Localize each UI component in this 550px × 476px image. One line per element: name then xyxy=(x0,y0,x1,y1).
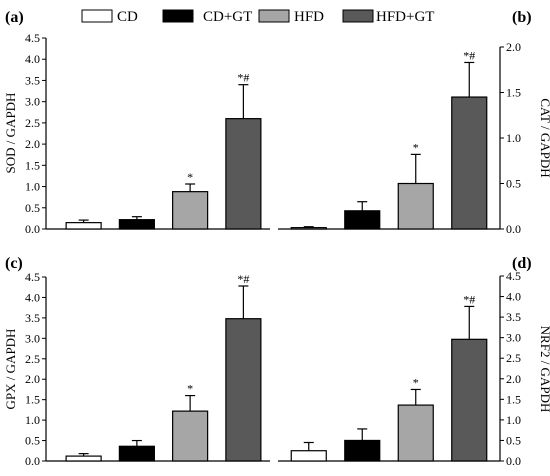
significance-label: * xyxy=(413,375,419,389)
y-tick-label: 0.0 xyxy=(25,454,40,468)
legend: CD CD+GT HFD HFD+GT xyxy=(81,9,434,25)
y-tick-label: 0.5 xyxy=(25,434,40,448)
y-tick-label: 1.5 xyxy=(25,393,40,407)
panel: (a) SOD / GAPDH 0.0 0.5 1.0 1.5 2.0 2.5 3.0 3.5 4.… xyxy=(3,9,270,236)
bar xyxy=(225,118,262,230)
bar xyxy=(172,410,209,462)
y-tick-label: 4.5 xyxy=(25,31,40,45)
y-tick-label: 4.0 xyxy=(25,290,40,304)
bar xyxy=(290,227,327,230)
legend-swatch xyxy=(162,9,194,23)
y-tick-label: 2.5 xyxy=(25,116,40,130)
bar xyxy=(344,210,381,230)
legend-label: CD+GT xyxy=(203,9,252,25)
y-tick-label: 1.0 xyxy=(506,413,521,427)
y-tick-label: 3.5 xyxy=(25,73,40,87)
y-tick-label: 2.0 xyxy=(25,137,40,151)
y-tick-label: 1.5 xyxy=(506,86,521,100)
significance-label: * xyxy=(413,140,419,154)
y-tick-label: 1.0 xyxy=(506,131,521,145)
y-tick-label: 0.0 xyxy=(506,454,521,468)
bar xyxy=(65,222,102,230)
legend-swatch xyxy=(342,9,374,23)
bar xyxy=(172,191,209,230)
y-tick-label: 2.5 xyxy=(25,352,40,366)
y-tick-label: 3.0 xyxy=(506,331,521,345)
bar xyxy=(118,445,155,462)
y-axis-label: GPX / GAPDH xyxy=(3,329,18,410)
y-tick-label: 0.5 xyxy=(506,433,521,447)
bar xyxy=(451,96,488,230)
y-tick-label: 2.0 xyxy=(506,372,521,386)
y-tick-label: 4.5 xyxy=(506,269,521,283)
significance-label: *# xyxy=(463,48,475,62)
panel: (b) CAT / GAPDH 0.0 0.5 1.0 1.5 2.0 * *# xyxy=(278,9,550,236)
bar xyxy=(397,404,434,462)
y-tick-label: 3.5 xyxy=(506,310,521,324)
y-tick-label: 4.0 xyxy=(506,290,521,304)
y-tick-label: 2.5 xyxy=(506,351,521,365)
bar xyxy=(225,318,262,462)
y-tick-label: 1.5 xyxy=(506,392,521,406)
panel: (d) NRF2 / GAPDH 0.0 0.5 1.0 1.5 2.0 2.5 3.0 3.5 4… xyxy=(278,255,550,468)
y-tick-label: 0.5 xyxy=(25,201,40,215)
significance-label: * xyxy=(187,382,193,396)
y-tick-label: 3.0 xyxy=(25,95,40,109)
y-tick-label: 1.0 xyxy=(25,180,40,194)
y-tick-label: 4.5 xyxy=(25,270,40,284)
y-tick-label: 0.5 xyxy=(506,177,521,191)
panels: (a) SOD / GAPDH 0.0 0.5 1.0 1.5 2.0 2.5 3.0 3.5 4.… xyxy=(3,9,550,468)
y-tick-label: 3.5 xyxy=(25,311,40,325)
y-tick-label: 2.0 xyxy=(506,40,521,54)
y-tick-label: 1.0 xyxy=(25,413,40,427)
y-axis-label: NRF2 / GAPDH xyxy=(538,326,550,413)
bar xyxy=(65,455,102,462)
significance-label: * xyxy=(187,170,193,184)
y-tick-label: 4.0 xyxy=(25,52,40,66)
legend-swatch xyxy=(81,9,113,23)
y-tick-label: 1.5 xyxy=(25,158,40,172)
significance-label: *# xyxy=(237,272,249,286)
panel-label: (c) xyxy=(5,255,23,272)
y-tick-label: 2.0 xyxy=(25,372,40,386)
legend-label: HFD+GT xyxy=(376,9,434,25)
panel-label: (a) xyxy=(5,9,24,26)
panel-label: (d) xyxy=(512,255,532,272)
panel-label: (b) xyxy=(512,9,532,26)
legend-swatch xyxy=(258,9,290,23)
panel: (c) GPX / GAPDH 0.0 0.5 1.0 1.5 2.0 2.5 3.0 3.5 4.… xyxy=(3,255,270,468)
y-tick-label: 3.0 xyxy=(25,331,40,345)
bar xyxy=(118,219,155,230)
significance-label: *# xyxy=(237,71,249,85)
bar xyxy=(290,450,327,462)
y-tick-label: 0.0 xyxy=(25,222,40,236)
legend-label: HFD xyxy=(294,9,324,25)
y-tick-label: 0.0 xyxy=(506,222,521,236)
y-axis-label: CAT / GAPDH xyxy=(538,98,550,177)
legend-label: CD xyxy=(117,9,138,25)
bar xyxy=(344,439,381,462)
bar xyxy=(397,182,434,230)
y-axis-label: SOD / GAPDH xyxy=(3,93,18,174)
significance-label: *# xyxy=(463,292,475,306)
bar xyxy=(451,338,488,462)
